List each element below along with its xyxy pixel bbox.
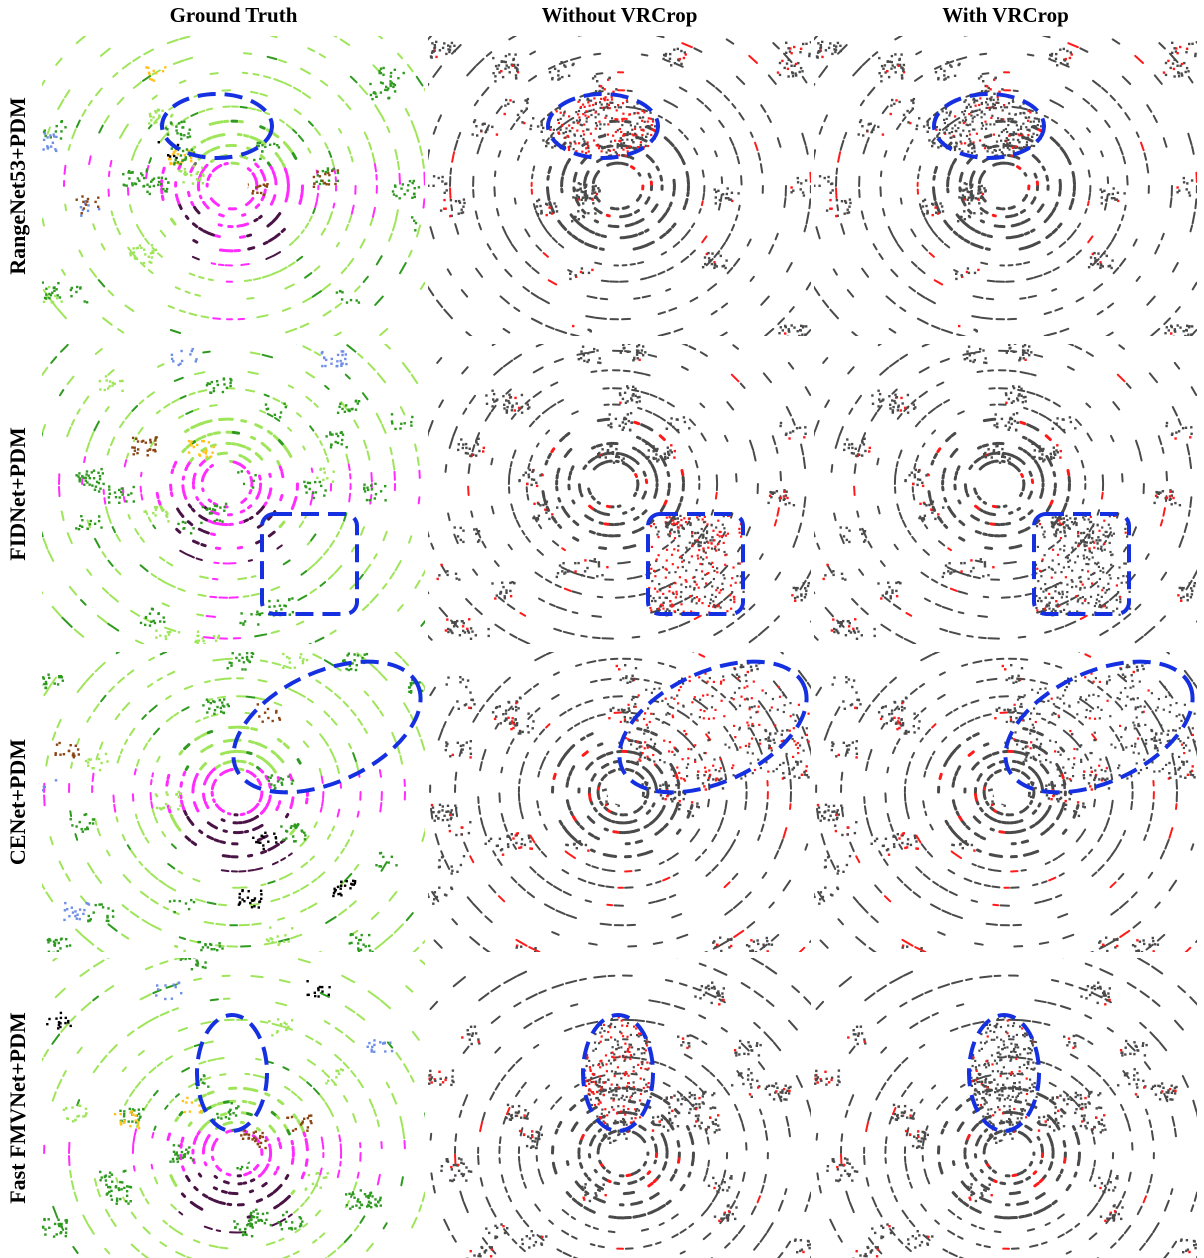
point-cloud-image — [814, 36, 1197, 336]
point-cloud-image — [42, 344, 425, 644]
highlight-region — [197, 1015, 267, 1131]
point-cloud-image — [428, 652, 811, 952]
point-cloud-image — [42, 652, 425, 952]
point-cloud-image — [814, 344, 1197, 644]
point-cloud-image — [428, 344, 811, 644]
column-header-without-vrcrop: Without VRCrop — [428, 0, 811, 30]
panel-rangenet-with-vrcrop — [814, 36, 1197, 336]
row-label-fast-fmvnet: Fast FMVNet+PDM — [0, 958, 36, 1258]
point-cloud-image — [42, 958, 425, 1258]
point-cloud-image — [428, 36, 811, 336]
panel-cenet-with-vrcrop — [814, 652, 1197, 952]
panel-fast-fmvnet-without-vrcrop — [428, 958, 811, 1258]
row-label-cenet: CENet+PDM — [0, 652, 36, 952]
panel-cenet-without-vrcrop — [428, 652, 811, 952]
panel-fidnet-with-vrcrop — [814, 344, 1197, 644]
panel-rangenet-ground-truth — [42, 36, 425, 336]
column-header-ground-truth: Ground Truth — [42, 0, 425, 30]
row-label-fidnet: FIDNet+PDM — [0, 344, 36, 644]
panel-cenet-ground-truth — [42, 652, 425, 952]
highlight-region — [262, 514, 357, 614]
point-cloud-image — [42, 36, 425, 336]
point-cloud-image — [814, 958, 1197, 1258]
panel-rangenet-without-vrcrop — [428, 36, 811, 336]
panel-fidnet-ground-truth — [42, 344, 425, 644]
point-cloud-image — [428, 958, 811, 1258]
panel-fast-fmvnet-ground-truth — [42, 958, 425, 1258]
panel-fast-fmvnet-with-vrcrop — [814, 958, 1197, 1258]
panel-fidnet-without-vrcrop — [428, 344, 811, 644]
column-header-with-vrcrop: With VRCrop — [814, 0, 1197, 30]
row-label-rangenet: RangeNet53+PDM — [0, 36, 36, 336]
point-cloud-image — [814, 652, 1197, 952]
